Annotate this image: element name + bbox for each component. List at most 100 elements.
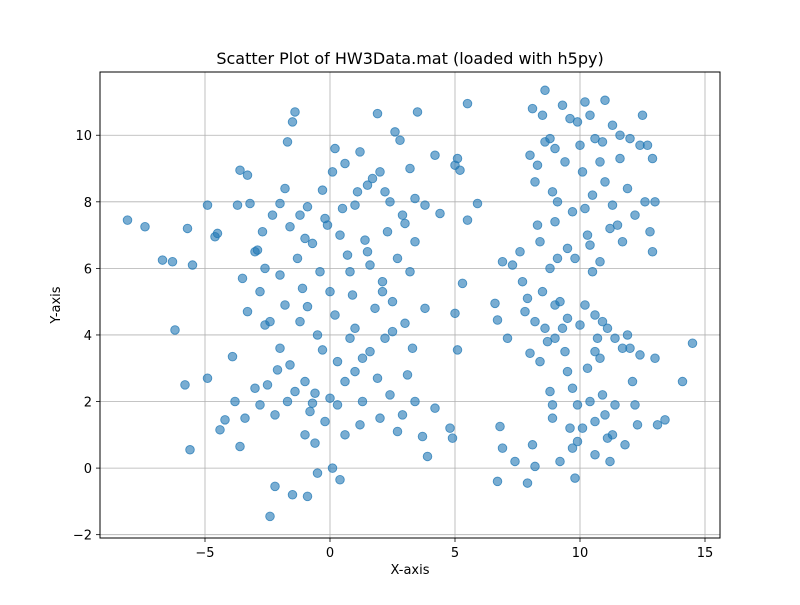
scatter-point — [660, 415, 670, 425]
scatter-point — [545, 263, 555, 274]
scatter-point — [285, 360, 295, 370]
scatter-point — [300, 430, 310, 440]
scatter-point — [597, 316, 608, 327]
y-axis-label: Y-axis — [49, 286, 64, 324]
scatter-point — [250, 383, 260, 393]
scatter-point — [457, 278, 468, 289]
scatter-point — [305, 406, 315, 417]
scatter-point — [580, 203, 590, 214]
scatter-point — [567, 443, 578, 453]
scatter-point — [352, 187, 363, 197]
scatter-point — [565, 423, 575, 433]
scatter-point — [302, 491, 313, 502]
scatter-point — [607, 430, 618, 440]
scatter-point — [562, 243, 573, 254]
scatter-point — [285, 222, 295, 232]
scatter-point — [300, 376, 310, 387]
scatter-point — [267, 210, 278, 220]
scatter-point — [185, 445, 195, 455]
scatter-point — [532, 160, 543, 170]
scatter-point — [462, 98, 473, 109]
x-tick-label: 0 — [326, 546, 334, 561]
scatter-point — [570, 253, 580, 264]
scatter-point — [615, 153, 625, 164]
scatter-point — [400, 318, 410, 329]
scatter-point — [562, 313, 573, 324]
y-axis-ticks: −2 0 2 4 6 8 10 — [73, 129, 100, 544]
scatter-point — [545, 386, 555, 397]
scatter-point — [537, 110, 548, 121]
y-tick-label: 10 — [75, 129, 92, 144]
scatter-point — [447, 433, 458, 443]
scatter-point — [367, 173, 378, 184]
scatter-point — [585, 110, 595, 121]
scatter-point — [382, 227, 393, 237]
scatter-point — [375, 413, 385, 423]
scatter-point — [550, 143, 560, 154]
scatter-point — [325, 286, 335, 297]
scatter-point — [615, 130, 625, 140]
scatter-point — [495, 421, 505, 432]
scatter-point — [385, 390, 395, 400]
y-tick-label: 0 — [84, 462, 92, 477]
scatter-point — [452, 345, 463, 355]
scatter-point — [182, 223, 193, 234]
scatter-point — [380, 333, 390, 344]
scatter-point — [595, 157, 605, 167]
chart-title: Scatter Plot of HW3Data.mat (loaded with… — [216, 49, 603, 68]
scatter-point — [552, 253, 563, 264]
scatter-point — [620, 440, 630, 450]
scatter-point — [282, 137, 293, 147]
scatter-point — [355, 147, 365, 157]
scatter-point — [640, 197, 650, 207]
scatter-point — [157, 255, 168, 265]
scatter-point — [497, 443, 508, 453]
scatter-point — [647, 153, 658, 164]
scatter-point — [530, 177, 540, 187]
scatter-point — [402, 370, 413, 380]
scatter-point — [597, 137, 608, 147]
scatter-point — [595, 256, 605, 267]
scatter-point — [550, 300, 560, 310]
y-tick-label: 8 — [84, 196, 92, 211]
scatter-point — [410, 237, 420, 247]
scatter-point — [362, 180, 373, 190]
scatter-point — [140, 222, 150, 232]
scatter-point — [572, 436, 583, 447]
scatter-point — [315, 266, 325, 277]
scatter-point — [365, 346, 375, 357]
scatter-point — [287, 489, 298, 500]
scatter-point — [310, 438, 320, 448]
scatter-point — [362, 246, 373, 257]
scatter-point — [407, 343, 418, 354]
scatter-point — [317, 185, 328, 195]
scatter-point — [300, 233, 310, 244]
scatter-point — [202, 200, 213, 210]
scatter-point — [220, 415, 230, 425]
scatter-point — [610, 333, 620, 344]
scatter-point — [605, 223, 615, 234]
scatter-point — [590, 310, 600, 320]
scatter-point — [332, 400, 343, 410]
scatter-point — [257, 227, 268, 237]
scatter-point — [587, 190, 598, 200]
scatter-point — [417, 431, 428, 442]
scatter-point — [502, 333, 513, 344]
scatter-point — [622, 183, 633, 194]
scatter-point — [547, 400, 558, 410]
scatter-point — [295, 316, 305, 327]
scatter-point — [617, 237, 628, 247]
scatter-point — [350, 200, 360, 210]
axes-frame — [99, 71, 721, 539]
scatter-point — [242, 170, 253, 180]
grid-lines — [100, 72, 720, 538]
scatter-point — [650, 197, 660, 207]
x-tick-label: 15 — [697, 546, 714, 561]
scatter-point — [390, 127, 400, 137]
scatter-point — [332, 356, 343, 367]
scatter-point — [540, 137, 550, 147]
scatter-point — [230, 396, 240, 407]
scatter-point — [357, 353, 368, 364]
scatter-point — [255, 400, 265, 410]
